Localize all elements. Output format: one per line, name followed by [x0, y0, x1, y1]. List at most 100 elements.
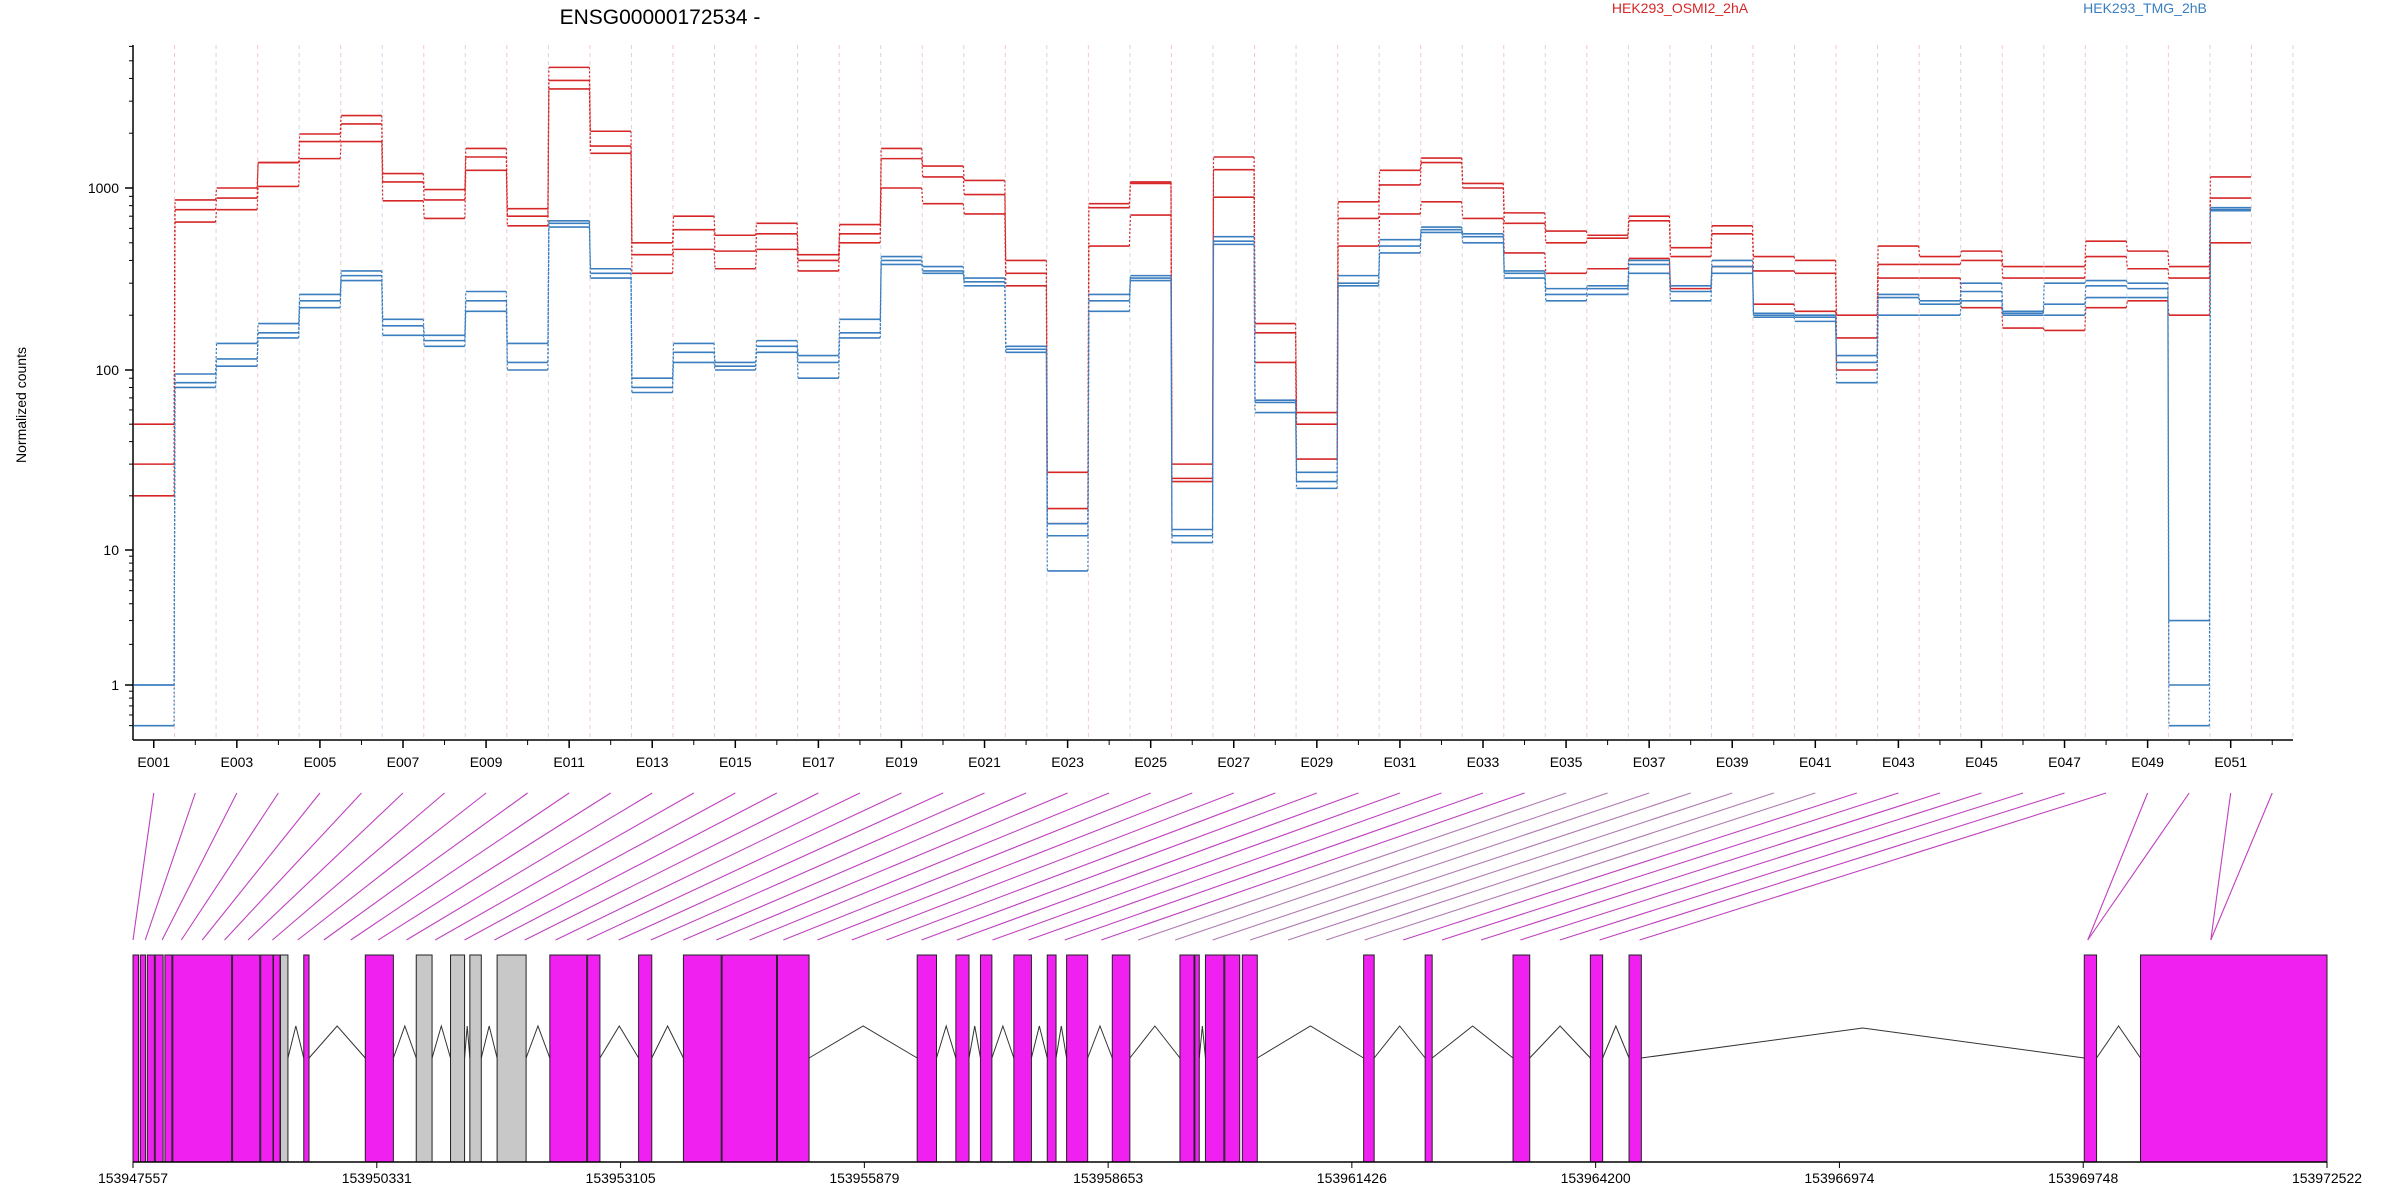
series-osmi-1	[133, 79, 2251, 510]
series-connector	[1751, 273, 1755, 318]
series-connector	[505, 311, 508, 371]
legend-osmi: HEK293_OSMI2_2hA	[1612, 0, 1749, 16]
exon-connector	[555, 792, 861, 941]
series-connector	[298, 158, 301, 187]
series-connector	[1834, 273, 1838, 338]
series-connector	[381, 280, 384, 336]
series-connector	[879, 264, 882, 338]
series-connector	[173, 222, 176, 496]
intron-line	[2096, 1025, 2141, 1059]
exon-block	[415, 954, 433, 1163]
exon-block	[232, 954, 261, 1163]
intron-line	[1257, 1025, 1364, 1059]
series-connector	[2042, 283, 2045, 312]
exon-block	[1204, 954, 1225, 1163]
exon-block	[303, 954, 310, 1163]
exon-connector	[201, 792, 321, 941]
exon-connector	[1325, 792, 1774, 941]
series-connector	[1918, 245, 1921, 257]
genome-tick-label: 153972522	[2292, 1170, 2362, 1186]
series-connector	[214, 187, 218, 200]
series-connector	[2001, 300, 2004, 316]
exon-block	[450, 954, 466, 1163]
series-connector	[796, 340, 799, 356]
series-connector	[547, 88, 550, 226]
intron-line	[1431, 1025, 1514, 1059]
series-connector	[921, 187, 924, 204]
exon-connector	[817, 792, 1193, 941]
series-connector	[173, 209, 176, 465]
exon-tick-label: E001	[137, 754, 170, 770]
series-connector	[1004, 180, 1007, 261]
exon-block	[1241, 954, 1258, 1163]
series-connector	[879, 187, 882, 243]
series-connector	[505, 170, 508, 226]
exon-block	[469, 954, 482, 1163]
intron-line	[1373, 1025, 1426, 1059]
series-connector	[339, 141, 342, 159]
series-connector	[921, 264, 924, 274]
exon-connector	[749, 792, 1110, 941]
exon-connector	[297, 792, 487, 941]
exon-block	[776, 954, 810, 1163]
series-connector	[1045, 349, 1048, 536]
intron-line	[287, 1025, 305, 1059]
series-connector	[1253, 169, 1256, 333]
series-connector	[713, 362, 716, 371]
series-connector	[962, 176, 965, 195]
exon-tick-label: E005	[304, 754, 337, 770]
exon-tick-label: E041	[1799, 754, 1832, 770]
series-connector	[1087, 311, 1090, 571]
exon-tick-label: E031	[1384, 754, 1417, 770]
series-connector	[1959, 260, 1962, 265]
exon-block	[364, 954, 394, 1163]
exon-block	[279, 954, 289, 1163]
intron-line	[1030, 1025, 1048, 1059]
series-connector	[1461, 201, 1464, 219]
series-connector	[298, 294, 301, 324]
exon-connector	[464, 792, 736, 941]
series-connector	[339, 123, 342, 142]
exon-connector	[1559, 792, 2024, 941]
exon-block	[1046, 954, 1057, 1163]
exon-block	[1224, 954, 1241, 1163]
exon-connector	[1250, 792, 1691, 941]
exon-block	[1111, 954, 1131, 1163]
series-connector	[1585, 288, 1588, 295]
chart-title: ENSG00000172534 -	[560, 6, 761, 29]
series-connector	[1793, 270, 1796, 274]
series-connector	[339, 275, 342, 301]
exon-block	[955, 954, 970, 1163]
exon-tick-label: E049	[2131, 754, 2164, 770]
series-connector	[1627, 258, 1630, 269]
series-connector	[1461, 232, 1464, 243]
series-connector	[1585, 238, 1588, 243]
exon-connector	[683, 792, 1027, 941]
series-connector	[2001, 260, 2004, 279]
genome-tick-label: 153958653	[1073, 1170, 1143, 1186]
intron-line	[808, 1025, 918, 1059]
series-connector	[1004, 194, 1007, 274]
exon-block	[1512, 954, 1531, 1163]
series-connector	[2208, 198, 2212, 279]
series-connector	[1793, 304, 1796, 312]
intron-line	[1641, 1027, 2085, 1059]
exon-connector	[323, 792, 528, 941]
intron-line	[392, 1024, 417, 1059]
series-connector	[2084, 280, 2087, 284]
intron-line	[308, 1025, 366, 1059]
exon-connector	[2210, 792, 2273, 941]
series-connector	[1544, 223, 1547, 243]
exon-connector	[1599, 792, 2065, 941]
exon-block	[1589, 954, 1604, 1163]
intron-line	[431, 1024, 452, 1059]
exon-tick-label: E003	[220, 754, 253, 770]
series-connector	[1959, 300, 1962, 316]
exon-block	[154, 954, 164, 1163]
series-connector	[1793, 317, 1796, 322]
series-connector	[796, 346, 799, 363]
intron-line	[1087, 1024, 1113, 1059]
exon-connector	[1480, 792, 1941, 941]
exon-connector	[618, 792, 944, 941]
series-connector	[1585, 285, 1588, 289]
